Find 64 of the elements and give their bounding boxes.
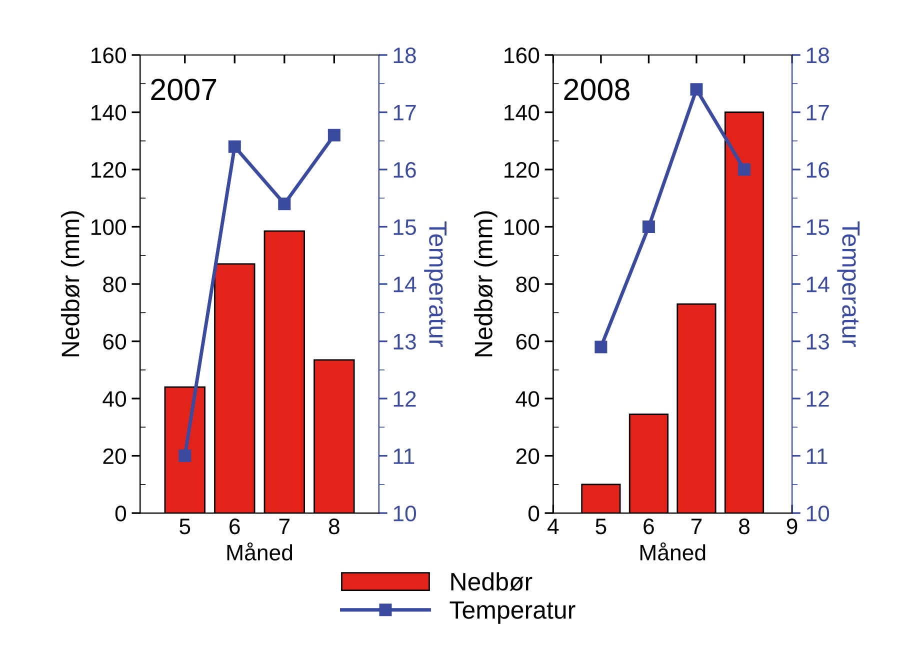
- x-tick-label: 6: [644, 518, 654, 534]
- point: [278, 198, 291, 210]
- y-tick-label: 40: [102, 391, 126, 407]
- y-axis-title: Nedbør (mm): [60, 211, 84, 356]
- y-tick-label: 100: [92, 219, 126, 236]
- y2-tick-label: 18: [394, 48, 416, 64]
- y-tick-label: 80: [103, 276, 126, 292]
- y-tick-label: 160: [92, 48, 126, 64]
- x-axis-title: Måned: [640, 542, 706, 561]
- y2-tick-label: 17: [806, 105, 829, 120]
- x-tick-label: 8: [739, 518, 750, 534]
- x-tick-label: 7: [279, 518, 290, 534]
- y2-tick-label: 10: [806, 506, 830, 522]
- y2-tick-label: 13: [394, 334, 416, 350]
- y2-tick-label: 15: [806, 220, 830, 236]
- x-tick-label: 5: [180, 518, 190, 534]
- y-tick-label: 20: [103, 448, 126, 464]
- y-tick-label: 160: [504, 48, 540, 64]
- point: [642, 220, 655, 234]
- y2-tick-label: 16: [394, 162, 416, 178]
- point: [178, 450, 192, 462]
- y2-tick-label: 18: [806, 48, 829, 64]
- y2-tick-label: 13: [806, 334, 829, 350]
- y2-tick-label: 16: [806, 162, 829, 178]
- point: [228, 140, 241, 153]
- y2-tick-label: 11: [394, 448, 414, 464]
- x-tick-label: 5: [596, 518, 606, 534]
- y2-tick-label: 12: [806, 391, 829, 407]
- y-axis-title: Nedbør (mm): [474, 211, 498, 356]
- x-tick-label: 6: [230, 518, 240, 534]
- y2-tick-label: 12: [394, 391, 416, 407]
- y-tick-label: 60: [516, 334, 540, 350]
- y-tick-label: 140: [504, 104, 540, 121]
- y-tick-label: 0: [115, 506, 126, 522]
- y2-tick-label: 14: [394, 276, 416, 292]
- y2-axis-title: Temperatur: [424, 221, 447, 347]
- y-tick-label: 140: [92, 104, 126, 121]
- text: 2008: [564, 78, 630, 100]
- y2-axis-title: Temperatur: [837, 221, 860, 347]
- y-tick-label: 20: [516, 448, 540, 464]
- x-tick-label: 8: [328, 518, 340, 534]
- x-axis-title: Måned: [227, 542, 292, 561]
- y2-tick-label: 14: [806, 276, 830, 292]
- point: [328, 128, 340, 142]
- y-tick-label: 100: [504, 219, 540, 236]
- y-tick-label: 120: [92, 162, 126, 178]
- y2-tick-label: 10: [394, 506, 416, 522]
- x-tick-label: 9: [786, 518, 798, 534]
- x-tick-label: 7: [691, 518, 702, 534]
- legend-label: Nedbør: [451, 572, 532, 591]
- x-tick-label: 4: [548, 518, 559, 534]
- y2-tick-label: 15: [394, 220, 416, 236]
- point: [594, 340, 608, 354]
- point: [738, 163, 751, 176]
- legend-label: Temperatur: [450, 601, 576, 624]
- text: 2007: [151, 78, 216, 100]
- y2-tick-label: 11: [806, 448, 828, 464]
- y-tick-label: 40: [516, 391, 540, 407]
- y2-tick-label: 17: [394, 105, 416, 120]
- y-tick-label: 120: [504, 162, 540, 178]
- y-tick-label: 0: [528, 506, 540, 522]
- y-tick-label: 80: [516, 276, 540, 292]
- point: [690, 83, 703, 96]
- y-tick-label: 60: [103, 334, 126, 350]
